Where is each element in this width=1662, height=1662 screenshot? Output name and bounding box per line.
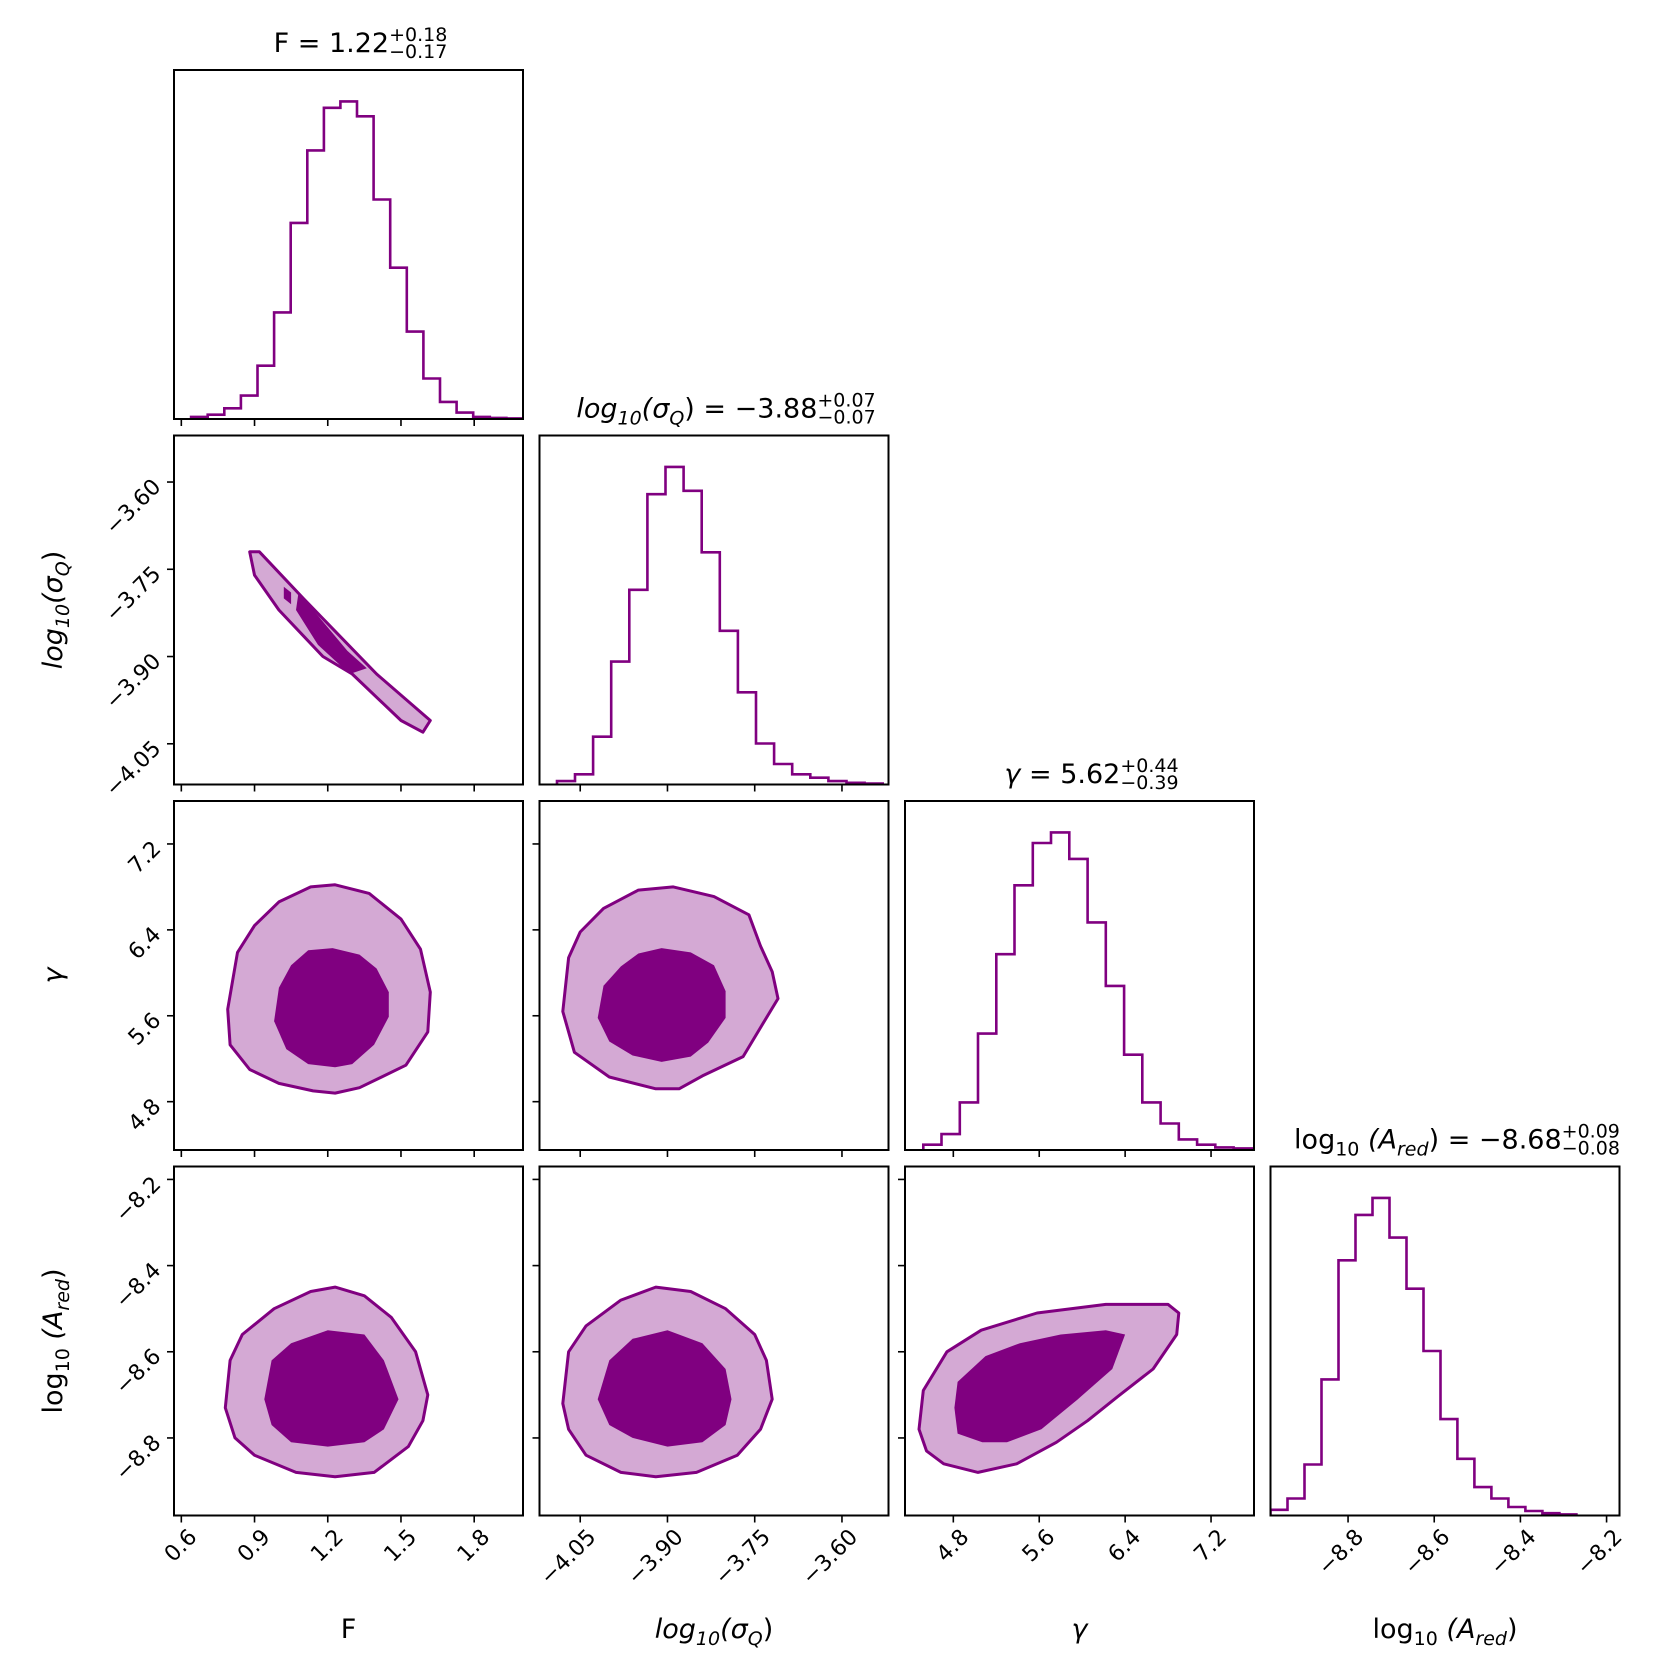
ylabel-ared: log10 (Ared) [38, 1268, 74, 1413]
ytick-label-ared: −8.8 [111, 1431, 166, 1486]
frame-F-gamma [173, 800, 524, 1151]
ylabel-gamma: γ [38, 965, 69, 983]
contour-inner [597, 948, 726, 1062]
xtick-label-gamma: 7.2 [1190, 1525, 1232, 1567]
title-gamma: γ = 5.62+0.44 −0.39 [1004, 755, 1178, 794]
contour-inner [296, 592, 367, 674]
frame-hist-sigma [538, 434, 890, 786]
xtick-label-sigma: −3.75 [710, 1525, 775, 1590]
frame-hist-F [173, 69, 524, 420]
xtick-label-F: 1.8 [453, 1525, 495, 1567]
xtick-label-ared: −8.6 [1400, 1525, 1455, 1580]
contour-panel-F-ared [167, 1165, 524, 1523]
xtick-label-F: 0.9 [233, 1525, 275, 1567]
histogram-F [189, 100, 523, 419]
hist-panel-ared [1269, 1165, 1621, 1523]
contour-panel-F-sigma [167, 434, 524, 792]
contour-panel-F-gamma [167, 800, 524, 1157]
ytick-label-sigma: −3.60 [101, 475, 166, 540]
ytick-label-sigma: −3.90 [101, 649, 166, 714]
hist-panel-sigma [538, 434, 890, 792]
ytick-label-gamma: 6.4 [124, 922, 166, 964]
ytick-label-ared: −8.2 [111, 1172, 166, 1227]
xlabel-sigma: log10(σQ) [655, 1614, 774, 1650]
contour-inner-island [283, 586, 292, 605]
frame-sigma-gamma [538, 800, 890, 1151]
xtick-label-F: 1.2 [306, 1525, 348, 1567]
xtick-label-gamma: 5.6 [1018, 1525, 1060, 1567]
contour-panel-sigma-gamma [532, 800, 890, 1157]
xtick-label-F: 0.6 [160, 1525, 202, 1567]
frame-F-ared [173, 1165, 524, 1517]
ytick-label-gamma: 7.2 [124, 837, 166, 879]
xtick-label-gamma: 6.4 [1104, 1525, 1146, 1567]
frame-gamma-ared [904, 1165, 1255, 1517]
xtick-label-ared: −8.4 [1486, 1525, 1541, 1580]
histogram-gamma [922, 831, 1254, 1150]
ytick-label-sigma: −4.05 [101, 736, 166, 801]
histogram-sigma [555, 465, 884, 785]
ytick-label-ared: −8.4 [111, 1258, 166, 1313]
contour-inner [954, 1330, 1126, 1443]
xtick-label-gamma: 4.8 [932, 1525, 974, 1567]
ytick-label-ared: −8.6 [111, 1344, 166, 1399]
ylabel-sigma: log10(σQ) [38, 551, 74, 670]
xtick-label-sigma: −3.60 [798, 1525, 863, 1590]
titles-layer: F = 1.22+0.18 −0.17 log10(σQ) = −3.88+0.0… [274, 24, 1620, 1161]
xtick-label-F: 1.5 [380, 1525, 422, 1567]
contour-inner [264, 1330, 399, 1447]
contour-panel-sigma-ared [532, 1165, 890, 1523]
frame-hist-gamma [904, 800, 1255, 1151]
contour-inner [274, 948, 389, 1068]
xtick-label-ared: −8.2 [1572, 1525, 1627, 1580]
xlabel-F: F [341, 1614, 357, 1645]
xlabel-ared: log10 (Ared) [1372, 1614, 1517, 1650]
contour-inner [597, 1330, 732, 1447]
title-sigma: log10(σQ) = −3.88+0.07 −0.07 [576, 390, 875, 430]
hist-panel-F [173, 69, 524, 426]
ytick-label-gamma: 5.6 [124, 1008, 166, 1050]
frame-sigma-ared [538, 1165, 890, 1517]
xtick-label-sigma: −3.90 [623, 1525, 688, 1590]
title-F: F = 1.22+0.18 −0.17 [274, 24, 448, 63]
panels-layer [167, 69, 1621, 1523]
histogram-ared [1270, 1196, 1578, 1516]
ytick-label-gamma: 4.8 [124, 1094, 166, 1136]
contour-panel-gamma-ared [898, 1165, 1255, 1523]
contour-outer [248, 550, 432, 734]
xtick-label-sigma: −4.05 [536, 1525, 601, 1590]
frame-F-sigma [173, 434, 524, 786]
xlabel-gamma: γ [1072, 1614, 1090, 1645]
title-ared: log10 (Ared) = −8.68+0.09 −0.08 [1294, 1121, 1620, 1161]
ytick-label-sigma: −3.75 [101, 562, 166, 627]
xtick-label-ared: −8.8 [1314, 1525, 1369, 1580]
frame-hist-ared [1269, 1165, 1621, 1517]
hist-panel-gamma [904, 800, 1255, 1157]
